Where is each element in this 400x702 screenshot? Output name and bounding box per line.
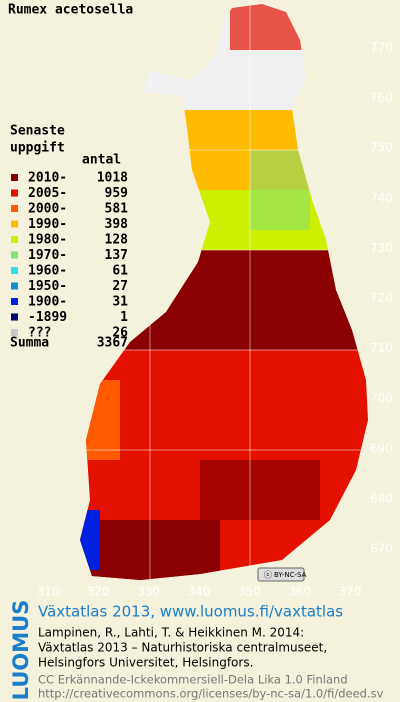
legend-swatch (11, 236, 18, 243)
axis-ticks: 310 320 330 340 350 360 370 670 680 690 700 710 720 7… (37, 41, 393, 599)
x-tick-label: 370 (339, 585, 362, 599)
legend-count: 61 (112, 264, 128, 279)
license: http://creativecommons.org/licenses/by-n… (38, 687, 384, 701)
legend-total: 3367 (97, 336, 128, 351)
legend-swatch (11, 251, 18, 259)
y-tick-label: 740 (370, 191, 393, 205)
legend-swatch (11, 267, 18, 274)
legend-label: 1960- (28, 264, 67, 279)
y-tick-label: 760 (370, 91, 393, 105)
legend-label: 1990- (28, 217, 67, 232)
x-tick-label: 350 (238, 585, 261, 599)
legend-count: 26 (112, 326, 128, 341)
legend-label: ??? (28, 326, 51, 341)
legend-label: 2000- (28, 202, 67, 217)
badge-text: BY-NC-SA (274, 571, 307, 579)
footer-heading: Växtatlas 2013, www.luomus.fi/vaxtatlas (38, 603, 343, 621)
legend-label: 2010- (28, 171, 67, 186)
x-tick-label: 310 (37, 585, 60, 599)
x-tick-label: 320 (87, 585, 110, 599)
legend-label: 1950- (28, 279, 67, 294)
legend-swatch (11, 282, 18, 290)
legend-count: 31 (112, 295, 128, 310)
legend-swatch (11, 189, 18, 197)
legend-count: 137 (105, 248, 128, 263)
legend-label: -1899 (28, 310, 67, 325)
legend-label: 1980- (28, 233, 67, 248)
legend-count: 128 (105, 233, 129, 248)
y-tick-label: 680 (370, 491, 393, 505)
legend-count: 959 (105, 186, 128, 201)
legend-total-label: Summa (10, 336, 49, 351)
legend-swatch (11, 174, 18, 181)
y-tick-label: 730 (370, 241, 393, 255)
license: CC Erkännande-Ickekommersiell-Dela Lika … (38, 673, 348, 687)
legend-swatch (11, 298, 18, 305)
y-tick-label: 690 (370, 441, 393, 455)
zone (200, 460, 320, 520)
legend-title: Senaste (10, 124, 65, 139)
x-tick-label: 360 (288, 585, 311, 599)
legend-swatch (11, 313, 18, 321)
legend-swatch (11, 220, 18, 228)
legend-swatch (11, 329, 18, 336)
logo: LUOMUS (9, 600, 33, 701)
y-tick-label: 770 (370, 41, 393, 55)
zone (80, 510, 100, 570)
y-tick-label: 720 (370, 291, 393, 305)
y-tick-label: 710 (370, 341, 393, 355)
legend-count: 27 (112, 279, 128, 294)
legend-label: 1900- (28, 295, 67, 310)
legend-count: 1 (120, 310, 128, 325)
y-tick-label: 700 (370, 391, 393, 405)
legend-count: 581 (105, 202, 129, 217)
cc-icon: ⓒ (264, 571, 272, 580)
legend-label: 1970- (28, 248, 67, 263)
citation: Växtatlas 2013 – Naturhistoriska central… (38, 641, 327, 655)
legend-swatch (11, 205, 18, 212)
legend-header: antal (82, 153, 121, 168)
citation: Lampinen, R., Lahti, T. & Heikkinen M. 2… (38, 626, 304, 640)
legend-title: uppgift (10, 141, 65, 156)
legend-count: 1018 (97, 171, 128, 186)
legend-label: 2005- (28, 186, 67, 201)
x-tick-label: 330 (137, 585, 160, 599)
y-tick-label: 670 (370, 542, 393, 556)
legend-count: 398 (105, 217, 129, 232)
zone (250, 150, 310, 230)
y-tick-label: 750 (370, 141, 393, 155)
citation: Helsingfors Universitet, Helsingfors. (38, 656, 253, 670)
x-tick-label: 340 (188, 585, 211, 599)
map-title: Rumex acetosella (8, 3, 133, 18)
cc-badge (257, 567, 305, 582)
